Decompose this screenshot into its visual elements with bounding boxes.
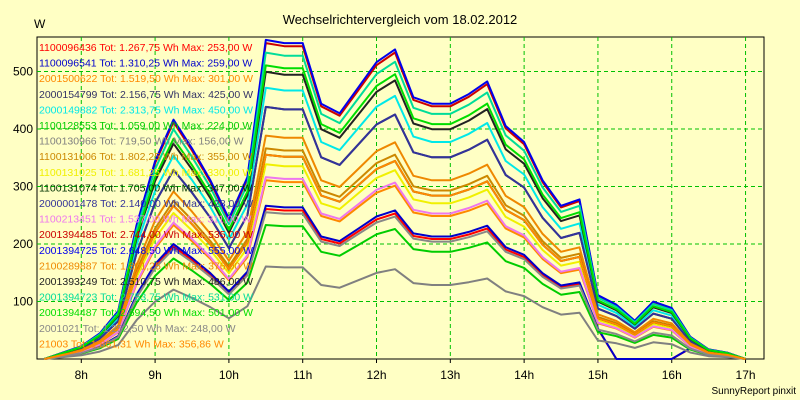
y-tick-label: 200 <box>13 237 33 251</box>
x-tick-label: 15h <box>588 368 608 382</box>
series-line <box>44 38 746 360</box>
series-group <box>44 38 746 360</box>
legend-entry: 2001394723 Tot: 2.753,75 Wh Max: 531,00 … <box>39 292 253 304</box>
x-tick-label: 17h <box>736 368 756 382</box>
series-line <box>44 265 746 360</box>
series-line <box>44 134 746 360</box>
legend-entry: 2001394725 Tot: 2.648,50 Wh Max: 555,00 … <box>39 245 253 257</box>
legend-entry: 2001394485 Tot: 2.744,00 Wh Max: 535,00 … <box>39 229 253 241</box>
series-line <box>44 86 746 360</box>
legend-entry: 1100096541 Tot: 1.310,25 Wh Max: 259,00 … <box>39 58 252 70</box>
x-tick-label: 13h <box>440 368 460 382</box>
legend-entry: 2100289887 Tot: 1.801,25 Wh Max: 376,00 … <box>39 260 253 272</box>
x-tick-label: 8h <box>75 368 88 382</box>
series-line <box>44 51 746 360</box>
y-tick-label: 500 <box>13 65 33 79</box>
legend-entry: 2001021 Tot: 1.252,50 Wh Max: 248,00 W <box>39 323 236 335</box>
legend-entry: 1100130966 Tot: 719,50 Wh Max: 156,00 W <box>39 136 244 148</box>
x-axis: 8h 9h 10h 11h 12h 13h 14h 15h 16h 17h <box>75 359 756 382</box>
footer-text: SunnyReport pinxit <box>712 386 797 397</box>
y-axis: 100 200 300 400 500 <box>13 65 33 309</box>
legend-entry: 2000001478 Tot: 2.140,00 Wh Max: 428,00 … <box>39 198 253 210</box>
legend-entry: 1100213451 Tot: 1.537,00 Wh Max: 311,00 … <box>39 214 252 226</box>
legend-entry: 2001500622 Tot: 1.519,50 Wh Max: 301,00 … <box>39 73 253 85</box>
legend-entry: 2001394487 Tot: 2.594,50 Wh Max: 501,00 … <box>39 307 253 319</box>
series-line <box>44 211 746 360</box>
y-axis-label: W <box>34 17 46 31</box>
legend-entry: 2000149882 Tot: 2.313,75 Wh Max: 450,00 … <box>39 104 253 116</box>
series-line <box>44 204 746 360</box>
chart-title: Wechselrichtervergleich vom 18.02.2012 <box>283 12 518 27</box>
series-line <box>44 64 746 360</box>
x-tick-label: 10h <box>219 368 239 382</box>
series-line <box>44 153 746 360</box>
legend-entry: 1100131074 Tot: 1.705,00 Wh Max: 347,00 … <box>39 182 252 194</box>
legend-entry: 1100131025 Tot: 1.681,25 Wh Max: 330,00 … <box>39 167 252 179</box>
y-tick-label: 100 <box>13 295 33 309</box>
x-tick-label: 16h <box>662 368 682 382</box>
legend-entry: 2000154799 Tot: 2.156,75 Wh Max: 425,00 … <box>39 89 253 101</box>
y-tick-label: 300 <box>13 180 33 194</box>
series-line <box>44 224 746 360</box>
series-line <box>44 176 746 360</box>
legend-entry: 1100096436 Tot: 1.267,75 Wh Max: 253,00 … <box>39 42 252 54</box>
y-tick-label: 400 <box>13 122 33 136</box>
legend-entry: 2001393249 Tot: 2.510,75 Wh Max: 486,00 … <box>39 276 253 288</box>
series-line <box>44 105 746 360</box>
x-tick-label: 12h <box>366 368 386 382</box>
legend-entry: 1100128553 Tot: 1.059,00 Wh Max: 224,00 … <box>39 120 252 132</box>
x-tick-label: 11h <box>293 368 312 382</box>
x-tick-label: 14h <box>514 368 534 382</box>
legend: 1100096436 Tot: 1.267,75 Wh Max: 253,00 … <box>39 42 253 350</box>
legend-entry: 1100131006 Tot: 1.802,25 Wh Max: 355,00 … <box>39 151 252 163</box>
x-tick-label: 9h <box>148 368 161 382</box>
series-line <box>44 163 746 360</box>
legend-entry: 21003 Tot: 1.861,31 Wh Max: 356,86 W <box>39 338 224 350</box>
